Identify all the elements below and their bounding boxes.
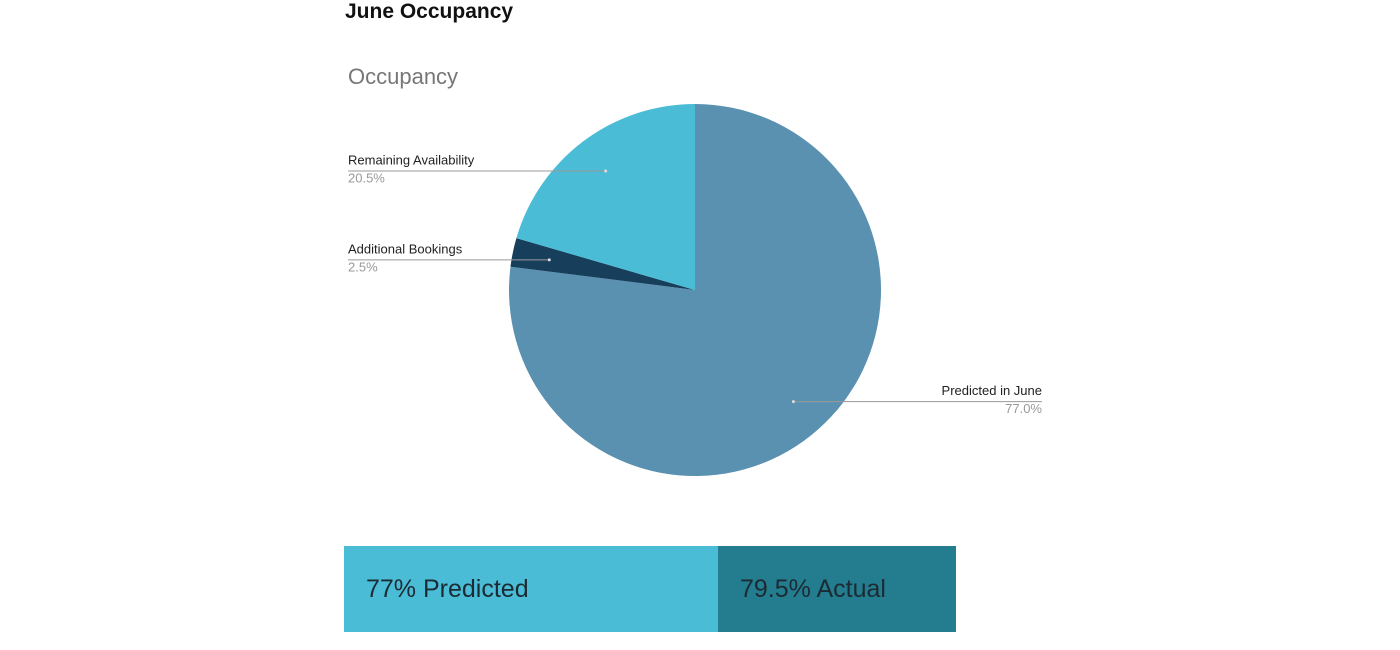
pie-slice [510,238,695,290]
pie-slice [516,103,695,290]
slice-label: Remaining Availability [348,152,475,167]
slice-value-label: 20.5% [348,170,385,185]
chart: Occupancy Predicted in June 77.0% Addition… [348,64,1042,476]
slice-value-label: 2.5% [348,259,378,274]
chart-title: Occupancy [348,64,458,89]
page-title: June Occupancy [345,0,514,23]
summary-box: 77% Predicted [344,546,718,632]
slice-label: Additional Bookings [348,241,463,256]
leader-dot [791,400,795,404]
leader-dot [547,258,551,262]
summary-bar: 77% Predicted 79.5% Actual [344,546,956,632]
slice-value-label: 77.0% [1005,401,1042,416]
leader-dot [604,169,608,173]
summary-box: 79.5% Actual [718,546,956,632]
slice-label: Predicted in June [942,383,1042,398]
